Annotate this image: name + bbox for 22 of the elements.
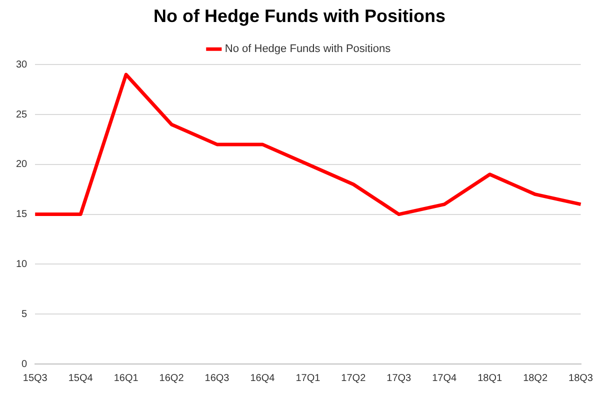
x-tick-label: 17Q2 [341,372,366,384]
y-tick-label: 25 [16,109,28,120]
y-tick-label: 10 [16,258,28,270]
x-tick-label: 18Q1 [478,372,502,384]
y-tick-label: 0 [22,358,28,370]
x-tick-label: 16Q1 [114,372,139,384]
x-tick-label: 17Q3 [386,372,412,384]
y-tick-label: 30 [16,59,28,70]
x-tick-label: 15Q3 [22,372,48,384]
x-tick-label: 18Q2 [523,372,548,384]
x-tick-label: 18Q3 [568,372,594,384]
x-tick-label: 17Q1 [296,372,321,384]
x-tick-label: 16Q3 [204,372,230,384]
x-tick-label: 16Q2 [159,372,184,384]
legend-label: No of Hedge Funds with Positions [224,43,392,56]
chart-title: No of Hedge Funds with Positions [154,6,446,26]
x-tick-label: 15Q4 [68,372,94,384]
y-tick-label: 20 [16,159,28,170]
x-tick-label: 16Q4 [250,372,276,384]
x-tick-label: 17Q4 [432,372,458,384]
y-tick-label: 15 [16,209,28,220]
y-tick-label: 5 [22,308,28,320]
